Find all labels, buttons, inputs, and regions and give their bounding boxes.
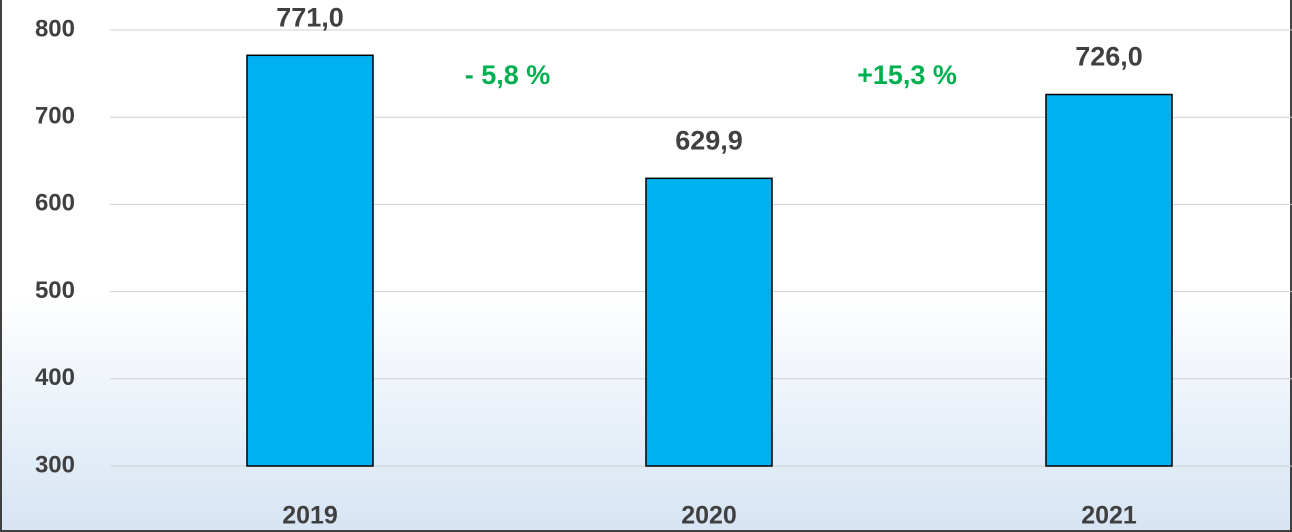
annotation: - 5,8 % [465,60,551,90]
y-tick-label: 400 [35,364,75,391]
bar [645,177,773,467]
x-tick-label: 2021 [1081,502,1137,530]
data-label: 629,9 [675,125,743,155]
y-tick-label: 800 [35,15,75,42]
bar [1045,93,1173,467]
x-tick-label: 2019 [282,502,338,530]
x-tick-label: 2020 [681,502,737,530]
data-label: 771,0 [276,2,344,32]
data-label: 726,0 [1075,42,1143,72]
y-tick-label: 500 [35,277,75,304]
y-tick-label: 700 [35,103,75,130]
y-tick-label: 300 [35,451,75,478]
bar [246,54,374,467]
annotation: +15,3 % [857,60,957,90]
y-tick-label: 600 [35,190,75,217]
